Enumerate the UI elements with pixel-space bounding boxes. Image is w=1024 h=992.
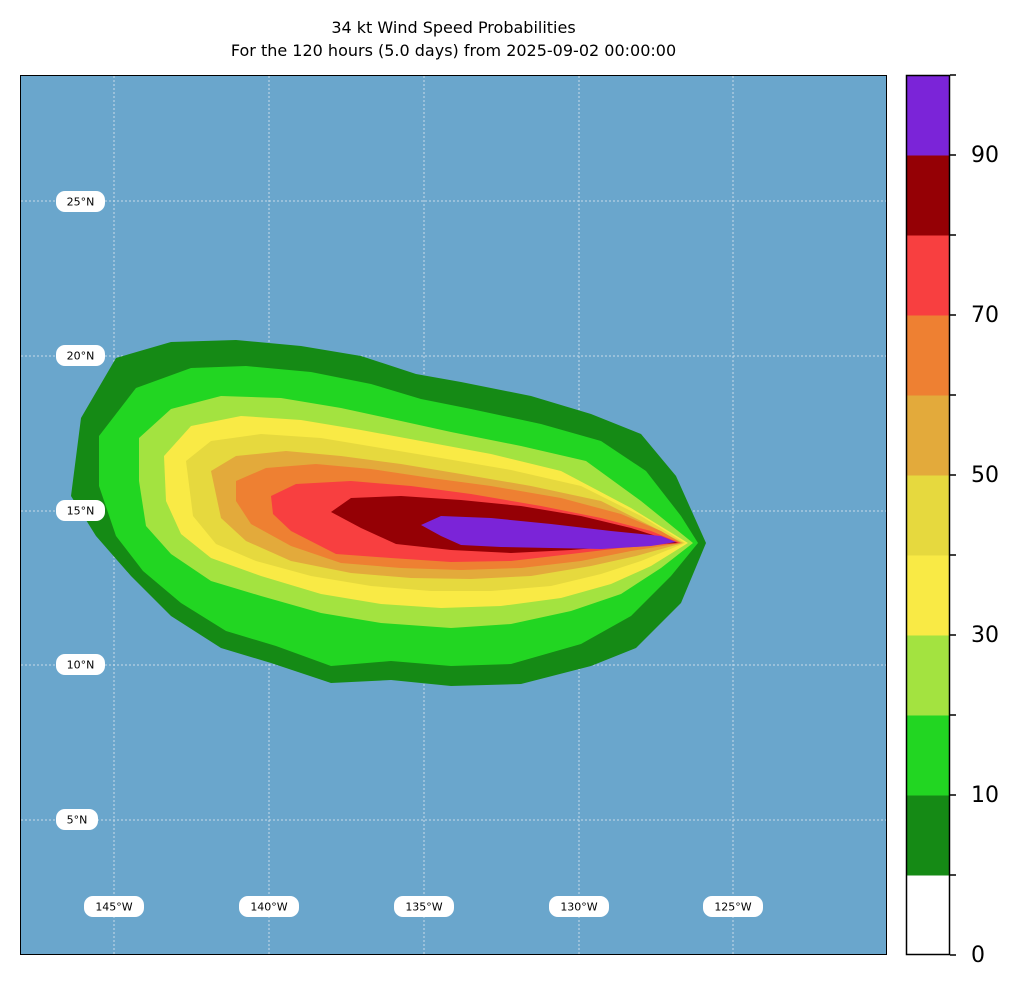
colorbar-tick-marks — [950, 74, 956, 956]
lat-label-bg — [56, 500, 105, 521]
lon-label-text: 140°W — [250, 901, 287, 914]
lat-label-bg — [56, 345, 105, 366]
colorbar-bin-40-50 — [906, 475, 950, 556]
lat-label-text: 20°N — [67, 350, 95, 363]
lat-label-text: 10°N — [67, 659, 95, 672]
colorbar-bin-50-60 — [906, 395, 950, 476]
lat-label-text: 15°N — [67, 505, 95, 518]
colorbar-tick-label-70: 70 — [971, 303, 999, 328]
colorbar-bin-20-30 — [906, 635, 950, 716]
lat-label-text: 5°N — [67, 814, 88, 827]
lon-label-145w: 145°W — [84, 896, 144, 917]
lon-label-140w: 140°W — [239, 896, 299, 917]
colorbar-bin-0-5 — [906, 875, 950, 956]
lat-label-15: 15°N — [56, 500, 105, 521]
longitude-labels: 145°W 140°W 135°W 130°W 125°W — [84, 896, 763, 917]
colorbar-bins — [906, 75, 950, 956]
lon-label-bg — [549, 896, 609, 917]
chart-subtitle: For the 120 hours (5.0 days) from 2025-0… — [230, 41, 677, 60]
lon-label-bg — [84, 896, 144, 917]
probability-contours — [71, 340, 706, 686]
lat-label-25: 25°N — [56, 191, 105, 212]
lon-label-text: 135°W — [405, 901, 442, 914]
colorbar-bin-90-100 — [906, 75, 950, 156]
colorbar-bin-80-90 — [906, 155, 950, 236]
colorbar-tick-label-50: 50 — [971, 463, 999, 488]
colorbar-bin-60-70 — [906, 315, 950, 396]
colorbar-tick-label-30: 30 — [971, 623, 999, 648]
lon-label-bg — [703, 896, 763, 917]
colorbar-bin-5-10 — [906, 795, 950, 876]
lat-label-20: 20°N — [56, 345, 105, 366]
colorbar-bin-30-40 — [906, 555, 950, 636]
latitude-labels: 25°N 20°N 15°N 10°N 5°N — [56, 191, 105, 830]
lat-label-bg — [56, 809, 98, 830]
lon-label-125w: 125°W — [703, 896, 763, 917]
colorbar-tick-label-90: 90 — [971, 143, 999, 168]
colorbar-bin-10-20 — [906, 715, 950, 796]
lon-label-bg — [394, 896, 454, 917]
chart-title: 34 kt Wind Speed Probabilities — [331, 18, 576, 37]
colorbar — [905, 74, 956, 956]
lon-label-text: 125°W — [714, 901, 751, 914]
lon-label-text: 130°W — [560, 901, 597, 914]
map-panel[interactable]: 25°N 20°N 15°N 10°N 5°N 145°W — [20, 75, 887, 955]
lon-label-130w: 130°W — [549, 896, 609, 917]
lat-label-10: 10°N — [56, 654, 105, 675]
lat-label-5: 5°N — [56, 809, 98, 830]
probability-map: 25°N 20°N 15°N 10°N 5°N 145°W — [21, 76, 886, 954]
lat-label-bg — [56, 654, 105, 675]
contour-90-100 — [421, 516, 676, 549]
lat-label-bg — [56, 191, 105, 212]
colorbar-tick-label-0: 0 — [971, 943, 985, 968]
lon-label-bg — [239, 896, 299, 917]
lon-label-135w: 135°W — [394, 896, 454, 917]
colorbar-outline — [905, 74, 951, 956]
colorbar-bin-70-80 — [906, 235, 950, 316]
colorbar-tick-label-10: 10 — [971, 783, 999, 808]
lon-label-text: 145°W — [95, 901, 132, 914]
lat-label-text: 25°N — [67, 196, 95, 209]
colorbar-graphic — [905, 74, 956, 956]
